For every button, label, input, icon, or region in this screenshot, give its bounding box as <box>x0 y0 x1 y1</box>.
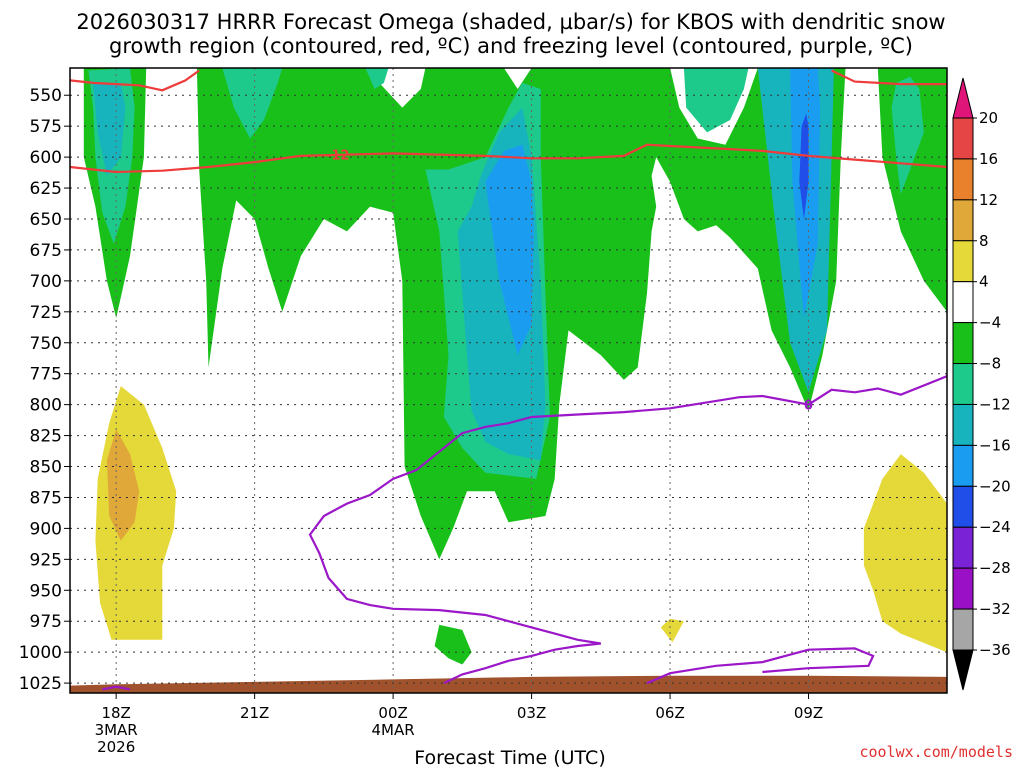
colorbar-swatch-6 <box>952 322 974 365</box>
y-tick-label-975: 975 <box>30 612 62 632</box>
omega-yellow-2-region <box>863 454 947 653</box>
omega-blue-1-region <box>485 144 534 356</box>
x-tick-label-06Z: 06Z <box>655 704 684 722</box>
colorbar-label-0: 20 <box>979 109 998 127</box>
y-tick-label-550: 550 <box>30 86 62 106</box>
y-tick-label-825: 825 <box>30 427 62 447</box>
y-tick-label-625: 625 <box>30 179 62 199</box>
colorbar-label-13: −36 <box>979 641 1011 659</box>
colorbar-label-1: 16 <box>979 150 998 168</box>
colorbar-label-4: 4 <box>979 273 989 291</box>
credit-text: coolwx.com/models <box>859 743 1013 761</box>
omega-teal-5-region <box>683 68 749 133</box>
colorbar-swatch-4 <box>952 240 974 283</box>
y-tick-label-1000: 1000 <box>19 643 62 663</box>
colorbar-swatch-1 <box>952 117 974 160</box>
x-tick-year-18Z: 2026 <box>97 738 135 756</box>
y-tick-label-725: 725 <box>30 303 62 323</box>
colorbar-top-arrow <box>952 77 974 119</box>
colorbar-swatch-10 <box>952 485 974 528</box>
y-tick-label-1025: 1025 <box>19 674 62 694</box>
colorbar-label-8: −16 <box>979 436 1011 454</box>
colorbar-label-2: 12 <box>979 191 998 209</box>
x-tick-label-09Z: 09Z <box>794 704 823 722</box>
plot-area: -12 0 550 575 600 625 650 675 700 725 750 775 800 825… <box>19 67 948 756</box>
colorbar: 20 16 12 8 4 −4 −8 −12 −16 −20 −24 −28 −32 −36 <box>952 77 1011 691</box>
y-tick-label-925: 925 <box>30 550 62 570</box>
chart-title-line-2: growth region (contoured, red, ºC) and f… <box>109 34 913 58</box>
x-tick-label-00Z: 00Z <box>378 704 407 722</box>
omega-teal-3-region <box>365 68 389 89</box>
y-tick-label-750: 750 <box>30 334 62 354</box>
omega-orange-1-region <box>106 429 140 541</box>
y-tick-label-875: 875 <box>30 488 62 508</box>
omega-green-1000mb-region <box>434 624 472 665</box>
y-tick-label-650: 650 <box>30 210 62 230</box>
omega-yellow-3-region <box>660 618 684 643</box>
colorbar-label-7: −12 <box>979 395 1011 413</box>
colorbar-swatch-2 <box>952 158 974 201</box>
dgz-line-top <box>70 69 200 92</box>
y-tick-label-800: 800 <box>30 396 62 416</box>
colorbar-label-5: −4 <box>979 314 1001 332</box>
colorbar-label-12: −32 <box>979 600 1011 618</box>
colorbar-swatch-7 <box>952 363 974 405</box>
colorbar-label-9: −20 <box>979 477 1011 495</box>
freezing-contour-label: 0 <box>804 399 813 414</box>
colorbar-label-10: −24 <box>979 518 1011 536</box>
x-axis-label: Forecast Time (UTC) <box>414 747 605 768</box>
y-tick-label-700: 700 <box>30 272 62 292</box>
dgz-contour-label: -12 <box>326 149 350 164</box>
x-tick-label-21Z: 21Z <box>240 704 269 722</box>
colorbar-label-3: 8 <box>979 232 989 250</box>
y-tick-label-600: 600 <box>30 148 62 168</box>
x-tick-label-18Z: 18Z <box>101 704 130 722</box>
terrain-surface <box>70 675 947 693</box>
freezing-line-main <box>308 375 947 685</box>
x-tick-label-03Z: 03Z <box>517 704 546 722</box>
omega-teal-2-region <box>222 68 283 139</box>
plot-inner: -12 0 <box>70 68 947 693</box>
y-tick-label-950: 950 <box>30 581 62 601</box>
colorbar-bottom-arrow <box>952 649 974 691</box>
y-tick-label-850: 850 <box>30 458 62 478</box>
colorbar-swatch-12 <box>952 567 974 610</box>
dgz-line-12c <box>70 143 947 174</box>
x-tick-date-18Z: 3MAR <box>95 721 138 739</box>
omega-dkblue-1-region <box>799 113 809 219</box>
omega-teal-6-region <box>891 76 924 195</box>
chart-title-line-1: 2026030317 HRRR Forecast Omega (shaded, … <box>76 10 945 34</box>
x-tick-date-00Z: 4MAR <box>372 721 415 739</box>
colorbar-swatch-5 <box>952 281 974 324</box>
colorbar-swatch-9 <box>952 444 974 487</box>
colorbar-swatch-11 <box>952 526 974 569</box>
colorbar-swatch-3 <box>952 199 974 242</box>
freezing-line-left <box>102 685 131 691</box>
y-tick-label-900: 900 <box>30 519 62 539</box>
y-tick-label-575: 575 <box>30 117 62 137</box>
y-tick-label-675: 675 <box>30 241 62 261</box>
plot-frame <box>69 67 948 694</box>
colorbar-swatch-8 <box>952 403 974 446</box>
freezing-line-lower <box>646 647 875 685</box>
colorbar-label-6: −8 <box>979 355 1001 373</box>
dgz-line-top-right <box>831 69 947 86</box>
y-tick-label-775: 775 <box>30 365 62 385</box>
omega-cyan-3-region <box>93 82 126 176</box>
colorbar-label-11: −28 <box>979 559 1011 577</box>
colorbar-swatch-13 <box>952 608 974 651</box>
